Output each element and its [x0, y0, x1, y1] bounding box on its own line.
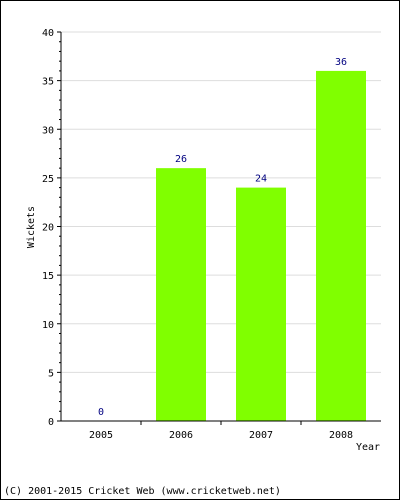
- y-tick-label-5: 5: [48, 368, 54, 379]
- y-tick-label-35: 35: [42, 77, 54, 88]
- y-axis-label: Wickets: [26, 206, 37, 248]
- x-axis-label: Year: [356, 442, 380, 453]
- data-labels: 0 26 24 36: [98, 57, 347, 418]
- x-tick-labels: 2005 2006 2007 2008: [89, 430, 353, 441]
- x-tick-label-2005: 2005: [89, 430, 113, 441]
- x-tick-label-2008: 2008: [329, 430, 353, 441]
- data-label-2007: 24: [255, 174, 267, 185]
- y-tick-labels: 0 5 10 15 20 25 30 35 40: [42, 28, 54, 428]
- y-tick-label-20: 20: [42, 223, 54, 234]
- y-tick-label-10: 10: [42, 320, 54, 331]
- data-label-2006: 26: [175, 154, 187, 165]
- y-tick-label-0: 0: [48, 417, 54, 428]
- bar-2007: [236, 187, 286, 421]
- y-tick-label-40: 40: [42, 28, 54, 39]
- bar-2008: [316, 70, 366, 422]
- bar-2006: [156, 168, 206, 421]
- y-tick-label-15: 15: [42, 271, 54, 282]
- bars: [156, 70, 366, 422]
- y-tick-label-25: 25: [42, 174, 54, 185]
- x-tick-label-2007: 2007: [249, 430, 273, 441]
- axes: [57, 31, 381, 425]
- data-label-2008: 36: [335, 57, 347, 68]
- y-tick-label-30: 30: [42, 125, 54, 136]
- data-label-2005: 0: [98, 407, 104, 418]
- grid-lines: [61, 31, 381, 373]
- x-tick-label-2006: 2006: [169, 430, 193, 441]
- copyright-footer: (C) 2001-2015 Cricket Web (www.cricketwe…: [4, 486, 281, 497]
